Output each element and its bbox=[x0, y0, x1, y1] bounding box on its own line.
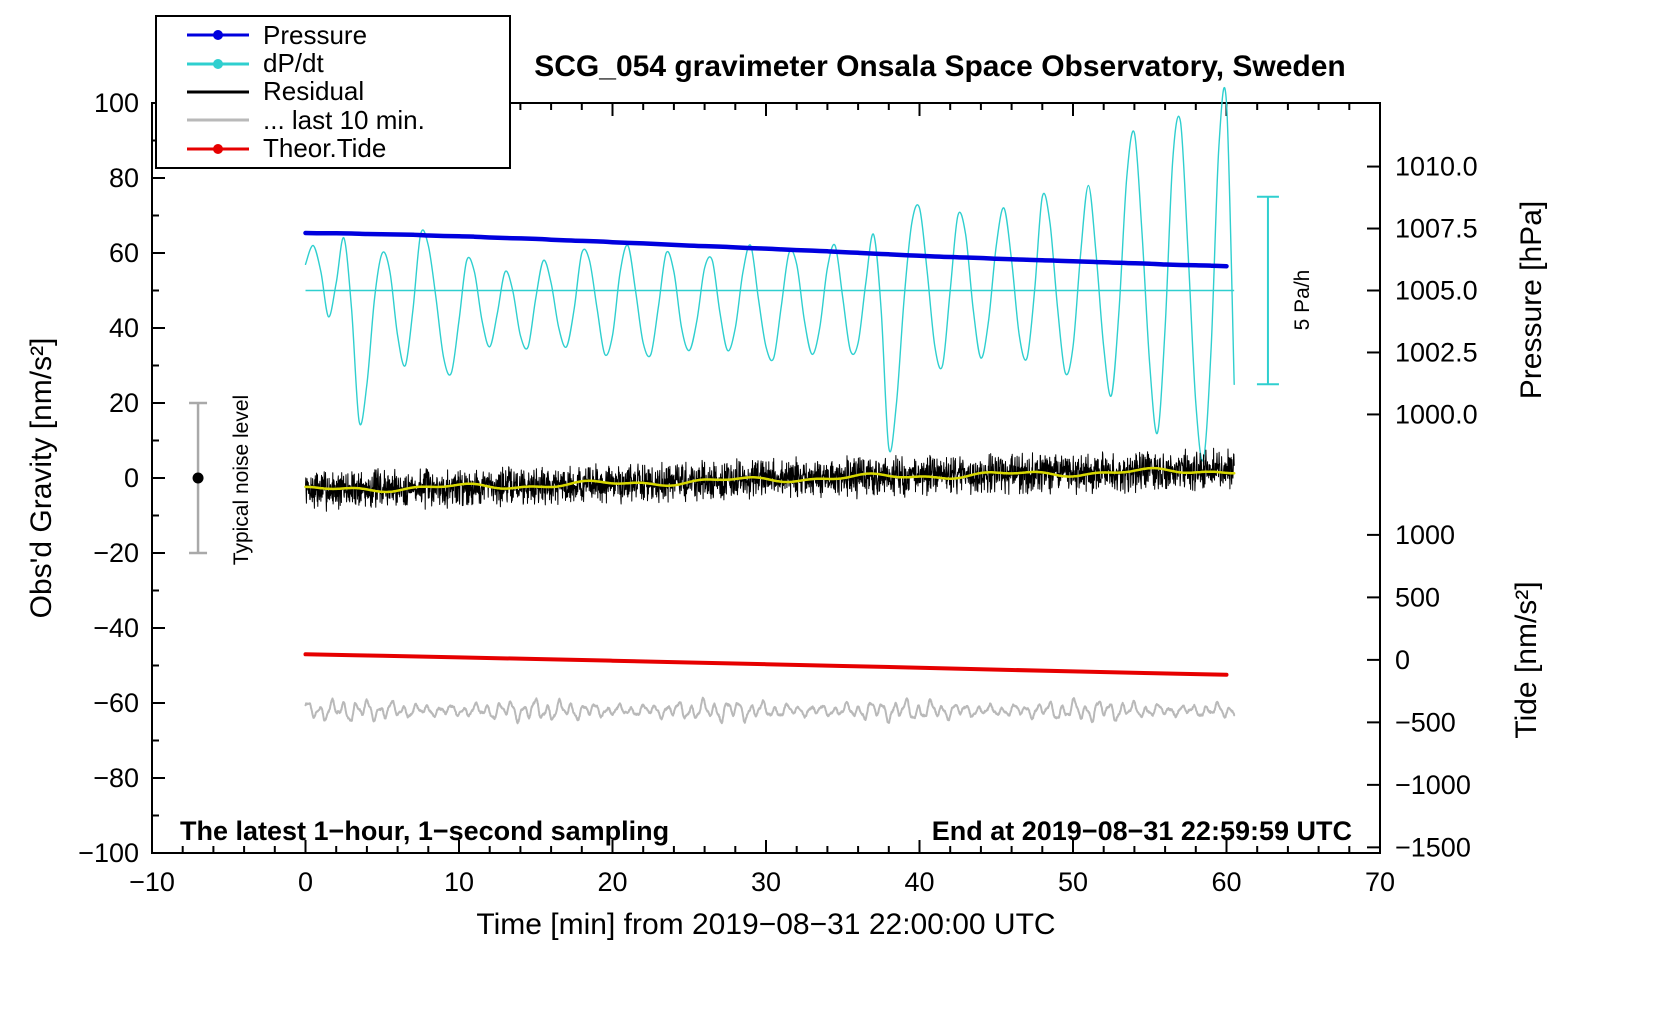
y-tick-label: 0 bbox=[124, 463, 139, 493]
y-tick-label: −100 bbox=[78, 838, 139, 868]
legend-item-pressure: Pressure bbox=[157, 19, 509, 50]
pressure-tick-label: 1000.0 bbox=[1395, 399, 1478, 429]
noise-level-label: Typical noise level bbox=[230, 394, 253, 566]
series-residual bbox=[305, 447, 1235, 512]
tide-tick-label: −500 bbox=[1395, 707, 1456, 737]
tide-tick-label: 500 bbox=[1395, 582, 1440, 612]
legend-swatch bbox=[187, 135, 249, 163]
pressure-tick-label: 1002.5 bbox=[1395, 337, 1478, 367]
pressure-tick-label: 1007.5 bbox=[1395, 214, 1478, 244]
y-tick-label: 80 bbox=[109, 163, 139, 193]
legend-swatch bbox=[187, 106, 249, 134]
legend-label: Theor.Tide bbox=[263, 133, 387, 164]
y-axis-label-tide: Tide [nm/s²] bbox=[1510, 581, 1543, 739]
legend-item-last10min: ... last 10 min. bbox=[157, 104, 509, 135]
y-tick-label: −40 bbox=[93, 613, 139, 643]
x-tick-label: 60 bbox=[1211, 867, 1241, 897]
legend-line-sample bbox=[187, 90, 249, 94]
legend-label: Pressure bbox=[263, 19, 368, 50]
y-tick-label: 20 bbox=[109, 388, 139, 418]
x-axis-label: Time [min] from 2019−08−31 22:00:00 UTC bbox=[476, 908, 1056, 941]
y-tick-label: 100 bbox=[94, 88, 139, 118]
chart-title: SCG_054 gravimeter Onsala Space Observat… bbox=[534, 50, 1346, 83]
legend-dot bbox=[213, 58, 223, 69]
legend-label: ... last 10 min. bbox=[263, 104, 425, 135]
x-tick-label: 30 bbox=[751, 867, 781, 897]
x-tick-label: 0 bbox=[298, 867, 313, 897]
tide-tick-label: −1000 bbox=[1395, 770, 1471, 800]
y-tick-label: −60 bbox=[93, 688, 139, 718]
y-tick-label: 60 bbox=[109, 238, 139, 268]
tide-tick-label: 1000 bbox=[1395, 520, 1455, 550]
y-axis-label-pressure: Pressure [hPa] bbox=[1515, 200, 1548, 400]
series-dpdt bbox=[304, 87, 1235, 462]
tide-tick-label: 0 bbox=[1395, 645, 1410, 675]
tide-tick-label: −1500 bbox=[1395, 832, 1471, 862]
legend-label: dP/dt bbox=[263, 48, 324, 79]
x-tick-label: 10 bbox=[444, 867, 474, 897]
pressure-tick-label: 1010.0 bbox=[1395, 152, 1478, 182]
legend-item-residual: Residual bbox=[157, 76, 509, 107]
series-pressure bbox=[303, 230, 1229, 269]
legend-label: Residual bbox=[263, 76, 365, 107]
legend-dot bbox=[213, 143, 223, 154]
x-tick-label: 70 bbox=[1365, 867, 1395, 897]
x-tick-label: 20 bbox=[597, 867, 627, 897]
y-tick-label: −20 bbox=[93, 538, 139, 568]
x-tick-label: 40 bbox=[904, 867, 934, 897]
legend: Pressure dP/dt Residual ... last 10 min.… bbox=[155, 15, 511, 169]
legend-swatch bbox=[187, 50, 249, 78]
y-axis-label-gravity: Obs'd Gravity [nm/s²] bbox=[25, 337, 58, 619]
legend-swatch bbox=[187, 78, 249, 106]
legend-dot bbox=[213, 30, 223, 41]
legend-swatch bbox=[187, 21, 249, 49]
tick-labels: −10 0 10 20 30 40 50 60 70−100−80−60−40−20020406… bbox=[78, 88, 1477, 897]
series-tide bbox=[303, 652, 1229, 677]
x-tick-label: 50 bbox=[1058, 867, 1088, 897]
series-residual-smoothed bbox=[304, 466, 1236, 494]
x-tick-label: −10 bbox=[129, 867, 175, 897]
end-time-note: End at 2019−08−31 22:59:59 UTC bbox=[931, 816, 1352, 846]
pressure-tick-label: 1005.0 bbox=[1395, 276, 1478, 306]
legend-line-sample bbox=[187, 118, 249, 122]
data-series bbox=[189, 87, 1279, 725]
y-tick-label: 40 bbox=[109, 313, 139, 343]
sampling-note: The latest 1−hour, 1−second sampling bbox=[180, 816, 670, 846]
legend-item-dpdt: dP/dt bbox=[157, 48, 509, 79]
y-tick-label: −80 bbox=[93, 763, 139, 793]
noise-level-dot bbox=[192, 472, 204, 484]
pressure-rate-scale-label: 5 Pa/h bbox=[1291, 269, 1314, 331]
legend-item-theor-tide: Theor.Tide bbox=[157, 133, 509, 164]
series-last10min bbox=[304, 696, 1236, 725]
